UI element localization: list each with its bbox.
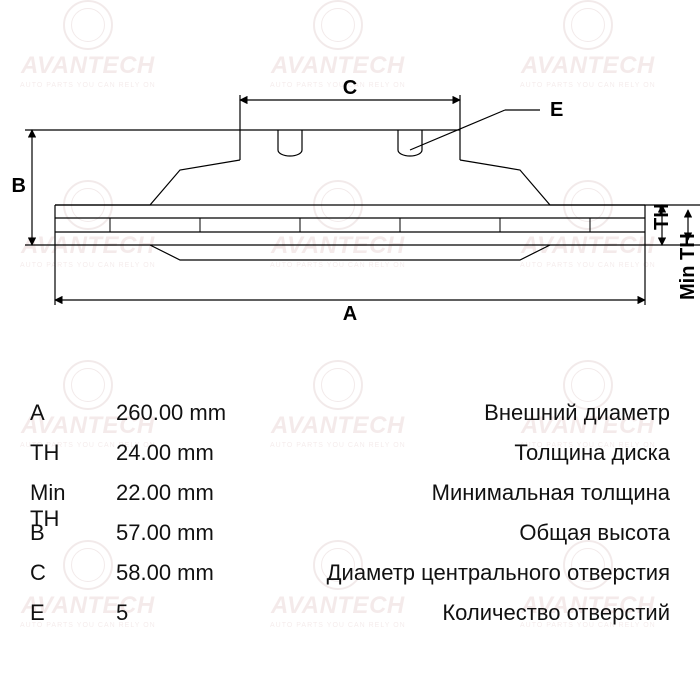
spec-row: C 58.00 mm Диаметр центрального отверстия <box>30 560 670 600</box>
dim-label-th: TH <box>651 203 673 230</box>
spec-desc: Толщина диска <box>514 440 670 466</box>
dim-label-b: B <box>12 175 26 197</box>
spec-desc: Минимальная толщина <box>432 480 670 506</box>
spec-value: 24.00 mm <box>116 440 214 466</box>
dim-label-e: E <box>550 99 563 121</box>
spec-code: TH <box>30 440 100 466</box>
spec-row: E5 Количество отверстий <box>30 600 670 640</box>
spec-row: TH 24.00 mm Толщина диска <box>30 440 670 480</box>
spec-row: B 57.00 mm Общая высота <box>30 520 670 560</box>
spec-desc: Количество отверстий <box>442 600 670 626</box>
spec-code: E <box>30 600 100 626</box>
spec-code: C <box>30 560 100 586</box>
dim-label-c: C <box>343 77 357 99</box>
spec-desc: Общая высота <box>519 520 670 546</box>
spec-row: A 260.00 mm Внешний диаметр <box>30 400 670 440</box>
spec-table: A 260.00 mm Внешний диаметр TH 24.00 mm То… <box>30 400 670 640</box>
spec-value: 260.00 mm <box>116 400 226 426</box>
spec-desc: Диаметр центрального отверстия <box>327 560 670 586</box>
spec-value: 58.00 mm <box>116 560 214 586</box>
page-root: AVANTECHAUTO PARTS YOU CAN RELY ON AVANT… <box>0 0 700 700</box>
dim-label-a: A <box>343 303 357 325</box>
spec-desc: Внешний диаметр <box>484 400 670 426</box>
spec-value: 57.00 mm <box>116 520 214 546</box>
dim-label-minth: Min TH <box>677 233 699 300</box>
spec-code: B <box>30 520 100 546</box>
spec-row: Min TH22.00 mm Минимальная толщина <box>30 480 670 520</box>
spec-code: A <box>30 400 100 426</box>
spec-value: 5 <box>116 600 128 626</box>
